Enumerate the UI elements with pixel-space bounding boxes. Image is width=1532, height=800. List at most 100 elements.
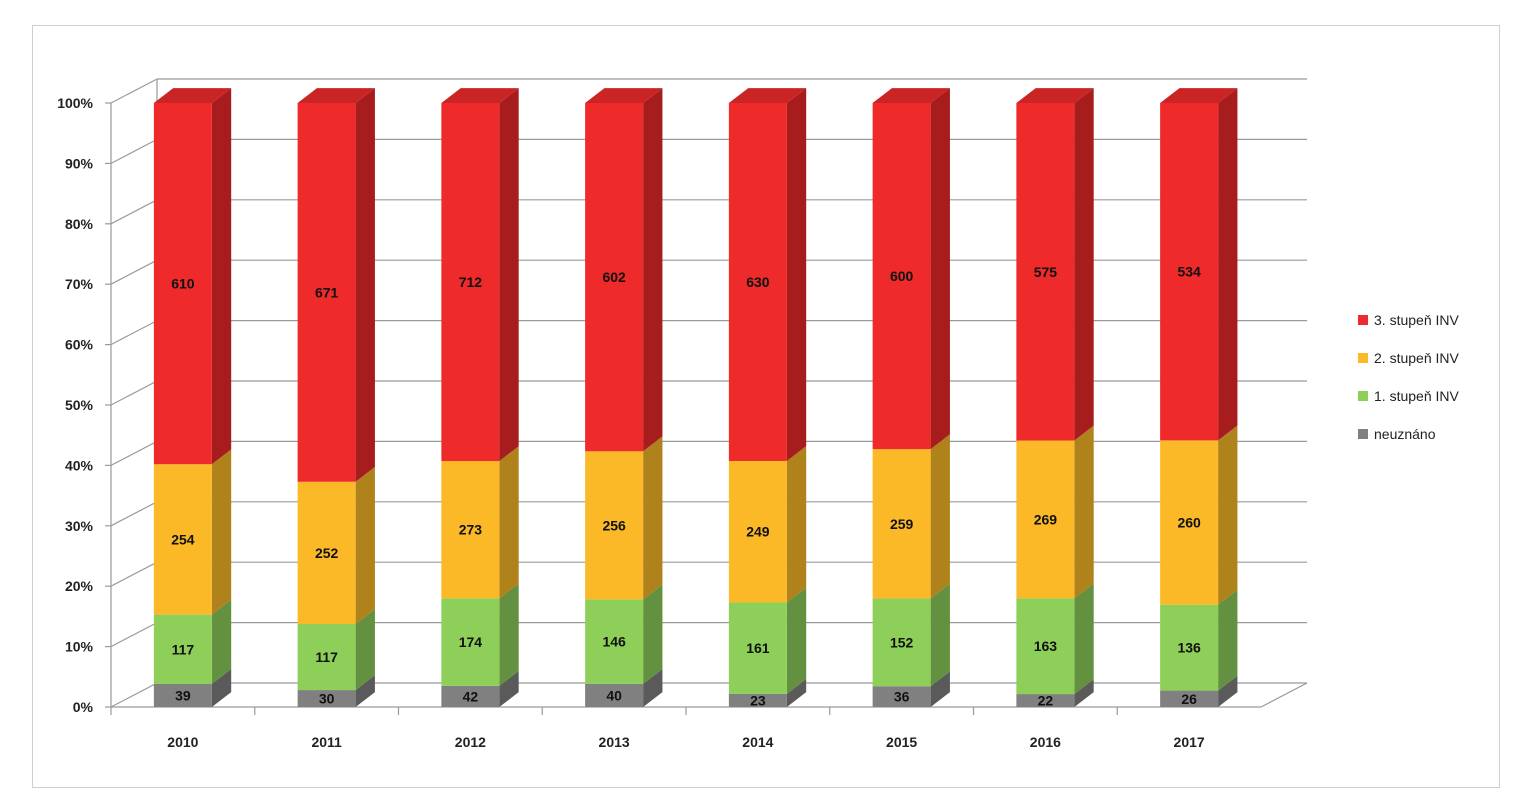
bars — [153, 88, 1238, 707]
x-tick-label: 2014 — [742, 734, 773, 750]
bar-front-face — [872, 449, 931, 599]
data-label: 39 — [175, 687, 191, 703]
bar-side-face — [1074, 583, 1094, 695]
bar-front-face — [872, 598, 931, 687]
bar-segment — [585, 584, 663, 684]
legend-label: 3. stupeň INV — [1374, 312, 1459, 328]
bar-segment — [153, 669, 232, 707]
bar-segment — [1016, 583, 1094, 695]
bar-front-face — [585, 103, 644, 452]
bar-side-face — [786, 446, 807, 603]
legend-swatch — [1358, 315, 1368, 325]
bar-front-face — [728, 460, 787, 603]
bar-front-face — [297, 481, 356, 625]
data-label: 256 — [602, 517, 626, 533]
bar-segment — [297, 609, 375, 691]
bar-side-face — [1074, 425, 1094, 599]
data-label: 161 — [746, 640, 770, 656]
bar-front-face — [1160, 440, 1219, 605]
bar-top-face — [1016, 88, 1094, 103]
bar-segment — [297, 466, 375, 625]
bar-front-face — [1016, 103, 1075, 441]
bar-top-face — [585, 88, 663, 103]
bar-top-face — [728, 88, 807, 103]
data-label: 40 — [606, 687, 622, 703]
data-label: 600 — [890, 268, 914, 284]
y-tick-label: 0% — [73, 699, 94, 715]
axes: 0% 10% 20% 30% 40% 50% 60% 70% 80% 90% 100% 2010 201… — [57, 79, 1308, 750]
bar-front-face — [441, 598, 500, 686]
bar-side-face — [1218, 88, 1238, 441]
bar-front-face — [153, 683, 212, 707]
bar-segment — [1160, 88, 1238, 441]
data-label: 30 — [319, 691, 335, 707]
bar-side-face — [211, 599, 232, 684]
bar-side-face — [499, 446, 519, 599]
bar-front-face — [1160, 604, 1219, 691]
bar-segment — [585, 668, 663, 707]
bar-top-face — [297, 88, 375, 103]
gridline-depth — [110, 622, 158, 648]
bar-side-face — [211, 669, 232, 707]
bar-top-face — [153, 88, 232, 103]
data-label: 22 — [1038, 693, 1054, 709]
bar-segment — [872, 671, 950, 707]
bar-segment — [872, 88, 950, 450]
bar-front-face — [872, 686, 931, 707]
bar-side-face — [211, 449, 232, 615]
y-tick-label: 60% — [65, 337, 94, 353]
data-label: 23 — [750, 692, 766, 708]
gridline-depth — [110, 78, 158, 104]
stacked-bar-chart: 0% 10% 20% 30% 40% 50% 60% 70% 80% 90% 100% 2010 201… — [57, 78, 1459, 750]
y-tick-label: 50% — [65, 397, 94, 413]
data-label: 671 — [315, 284, 339, 300]
bar-side-face — [643, 668, 663, 707]
x-tick-label: 2011 — [311, 734, 342, 750]
legend-label: 2. stupeň INV — [1374, 350, 1459, 366]
bar-segment — [728, 88, 807, 461]
legend-label: neuznáno — [1374, 426, 1436, 442]
bar-segment — [1160, 425, 1238, 605]
bar-side-face — [930, 671, 950, 707]
bar-front-face — [153, 614, 212, 684]
y-tick-label: 10% — [65, 639, 94, 655]
bar-top-face — [441, 88, 519, 103]
bar-side-face — [930, 434, 950, 599]
data-label: 260 — [1177, 515, 1201, 531]
bar-segment — [728, 446, 807, 603]
bar-front-face — [1016, 694, 1075, 707]
gridline-depth — [110, 138, 158, 164]
legend-item: 1. stupeň INV — [1358, 388, 1459, 404]
gridline-depth — [110, 380, 158, 406]
bar-segment — [297, 675, 375, 707]
data-label: 254 — [171, 531, 195, 547]
data-label: 163 — [1034, 638, 1058, 654]
x-tick-label: 2013 — [599, 734, 630, 750]
gridline-depth — [110, 320, 158, 346]
data-label: 174 — [459, 634, 483, 650]
bar-side-face — [643, 584, 663, 684]
bar-side-face — [930, 88, 950, 450]
data-label: 269 — [1034, 511, 1058, 527]
bar-side-face — [786, 679, 807, 707]
bar-segment — [728, 587, 807, 694]
x-tick-label: 2017 — [1174, 734, 1205, 750]
bar-side-face — [1074, 679, 1094, 707]
bar-segment — [1160, 589, 1238, 691]
gridline-depth — [110, 199, 158, 225]
gridlines — [110, 78, 1307, 708]
data-label: 602 — [602, 269, 626, 285]
legend-swatch — [1358, 353, 1368, 363]
legend: 3. stupeň INV 2. stupeň INV 1. stupeň INV n… — [1358, 312, 1459, 442]
data-label: 259 — [890, 516, 914, 532]
legend-item: neuznáno — [1358, 426, 1436, 442]
y-tick-label: 30% — [65, 518, 94, 534]
bar-side-face — [1074, 88, 1094, 441]
bar-side-face — [930, 583, 950, 687]
data-label: 42 — [463, 688, 479, 704]
bar-front-face — [585, 599, 644, 684]
x-tick-label: 2015 — [886, 734, 917, 750]
bar-segment — [441, 446, 519, 599]
bar-side-face — [1218, 675, 1238, 707]
legend-label: 1. stupeň INV — [1374, 388, 1459, 404]
